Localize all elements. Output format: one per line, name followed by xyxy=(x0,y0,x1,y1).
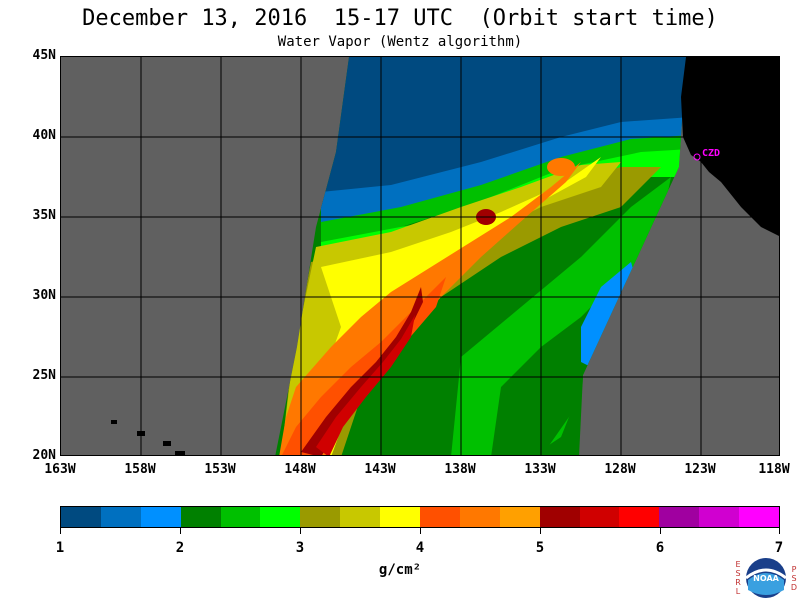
colorbar-cell xyxy=(260,507,301,527)
colorbar-tick-label: 5 xyxy=(535,540,545,556)
lon-label: 153W xyxy=(204,462,236,477)
logo-letter: R xyxy=(735,578,741,587)
colorbar-cell xyxy=(579,507,620,527)
lat-label: 40N xyxy=(32,128,56,143)
colorbar-tick xyxy=(180,528,181,534)
colorbar-cell xyxy=(420,507,460,527)
noaa-logo-icon: NOAA xyxy=(745,558,787,598)
colorbar-tick-label: 1 xyxy=(55,540,65,556)
lon-label: 138W xyxy=(444,462,476,477)
colorbar-cell xyxy=(340,507,381,527)
colorbar-tick-label: 6 xyxy=(655,540,665,556)
colorbar-tick xyxy=(660,528,661,534)
colorbar-tick-label: 2 xyxy=(175,540,185,556)
station-label: CZD xyxy=(702,148,720,159)
logo-letter: E xyxy=(735,560,741,569)
colorbar xyxy=(60,506,780,528)
logo-letter: S xyxy=(735,569,741,578)
lat-label: 25N xyxy=(32,368,56,383)
colorbar-cell xyxy=(140,507,181,527)
colorbar-tick-label: 7 xyxy=(774,540,784,556)
logo-letter: S xyxy=(791,574,797,583)
map-title: December 13, 2016 15-17 UTC (Orbit start… xyxy=(82,6,718,31)
colorbar-tick xyxy=(420,528,421,534)
logo-letter: L xyxy=(735,587,741,596)
colorbar-cell xyxy=(180,507,221,527)
colorbar-cell xyxy=(499,507,540,527)
lon-label: 128W xyxy=(604,462,636,477)
lon-label: 163W xyxy=(44,462,76,477)
logo-letter: P xyxy=(791,565,797,574)
station-marker xyxy=(693,153,701,161)
lat-label: 45N xyxy=(32,48,56,63)
colorbar-cell xyxy=(300,507,341,527)
colorbar-cell xyxy=(459,507,500,527)
satellite-swath xyxy=(275,57,686,455)
lat-label: 20N xyxy=(32,448,56,463)
colorbar-cell xyxy=(100,507,141,527)
map-subtitle: Water Vapor (Wentz algorithm) xyxy=(277,34,523,50)
colorbar-cell xyxy=(220,507,261,527)
colorbar-cell xyxy=(739,507,780,527)
colorbar-cell xyxy=(539,507,580,527)
colorbar-unit-label: g/cm² xyxy=(378,562,422,578)
colorbar-cell xyxy=(699,507,740,527)
lat-lon-grid xyxy=(61,57,779,455)
lon-label: 143W xyxy=(364,462,396,477)
colorbar-cell xyxy=(61,507,101,527)
map-canvas: CZD xyxy=(61,57,779,455)
land-california xyxy=(681,57,779,236)
colorbar-tick-label: 3 xyxy=(295,540,305,556)
lat-label: 35N xyxy=(32,208,56,223)
lon-label: 118W xyxy=(758,462,790,477)
colorbar-tick-label: 4 xyxy=(415,540,425,556)
colorbar-tick xyxy=(60,528,61,534)
lon-label: 133W xyxy=(524,462,556,477)
lat-label: 30N xyxy=(32,288,56,303)
colorbar-tick xyxy=(540,528,541,534)
lon-label: 158W xyxy=(124,462,156,477)
colorbar-tick xyxy=(779,528,780,534)
colorbar-cell xyxy=(659,507,700,527)
colorbar-tick xyxy=(300,528,301,534)
water-vapor-map: CZD xyxy=(60,56,780,456)
colorbar-cell xyxy=(380,507,421,527)
logo-letter: D xyxy=(790,583,798,592)
svg-text:NOAA: NOAA xyxy=(753,574,779,583)
colorbar-cell xyxy=(619,507,660,527)
land-hawaii xyxy=(111,420,185,455)
lon-label: 123W xyxy=(684,462,716,477)
lon-label: 148W xyxy=(284,462,316,477)
